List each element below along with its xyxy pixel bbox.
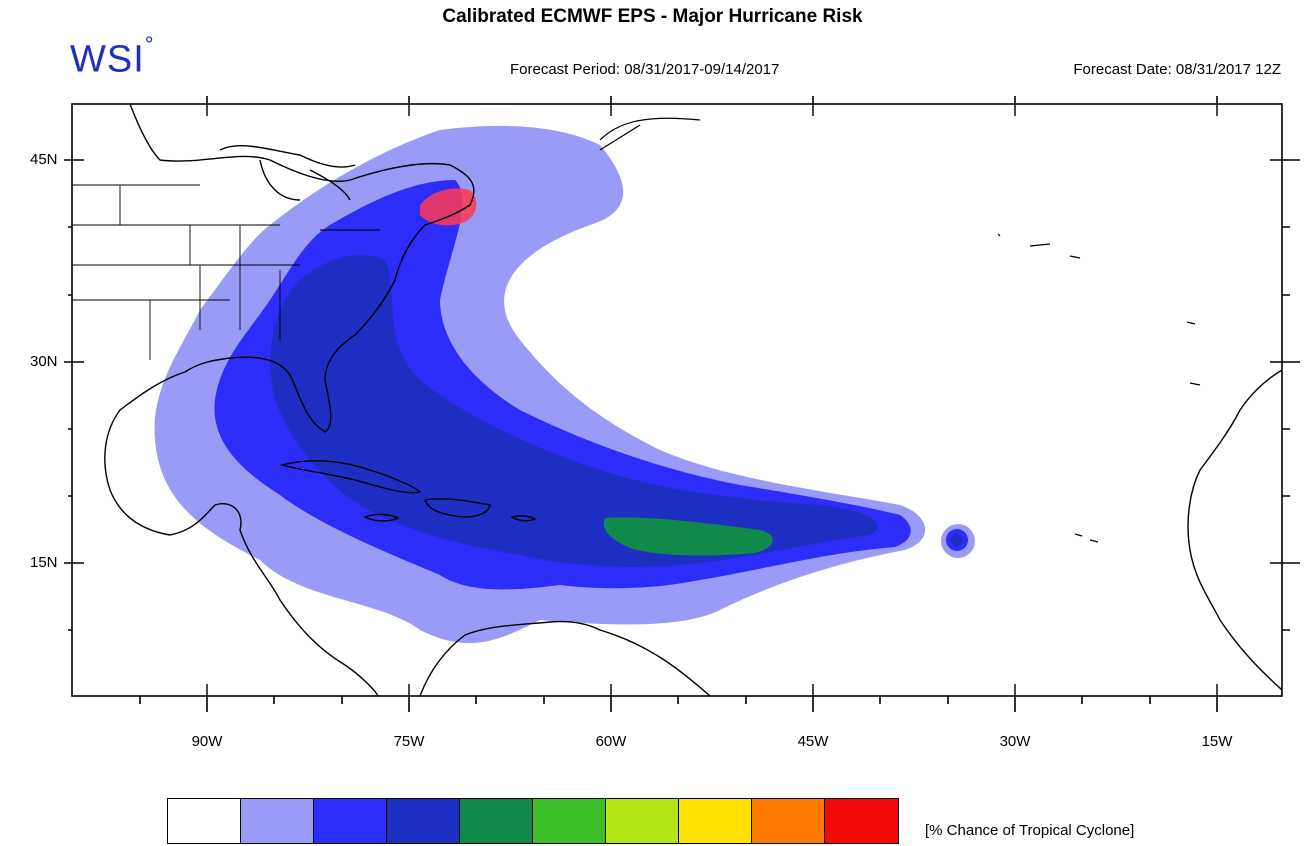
forecast-date: Forecast Date: 08/31/2017 12Z — [1073, 61, 1281, 78]
africa-coast — [1187, 369, 1282, 691]
lon-label-15w: 15W — [1201, 733, 1233, 750]
us-state-lines — [72, 184, 380, 360]
legend-swatch-3 — [387, 799, 460, 843]
risk-spot-east-inner — [951, 534, 963, 546]
risk-zone-north — [420, 188, 477, 226]
lon-label-60w: 60W — [595, 733, 627, 750]
cuba — [279, 460, 422, 494]
lon-label-75w: 75W — [393, 733, 425, 750]
puerto-rico — [510, 515, 537, 522]
lon-label-30w: 30W — [999, 733, 1031, 750]
great-lakes — [219, 145, 356, 201]
wsi-logo: WSI° — [70, 32, 155, 82]
legend-swatch-4 — [460, 799, 533, 843]
risk-zone-green — [603, 517, 773, 556]
legend-swatch-0 — [168, 799, 241, 843]
south-america-coast — [419, 620, 711, 696]
outer-ticks — [64, 96, 1300, 712]
legend-label: [% Chance of Tropical Cyclone] — [925, 822, 1135, 839]
coastlines — [72, 104, 1282, 696]
color-legend — [167, 798, 899, 844]
map-title: Calibrated ECMWF EPS - Major Hurricane R… — [442, 6, 863, 27]
jamaica — [363, 513, 400, 522]
lon-label-45w: 45W — [797, 733, 829, 750]
logo-text: WSI — [70, 38, 145, 81]
hispaniola — [424, 498, 491, 518]
legend-swatch-2 — [314, 799, 387, 843]
axis-ticks — [72, 104, 1282, 696]
logo-mark: ° — [144, 32, 155, 57]
lat-label-15n: 15N — [30, 554, 58, 571]
legend-swatch-9 — [825, 799, 898, 843]
forecast-period: Forecast Period: 08/31/2017-09/14/2017 — [510, 61, 780, 78]
legend-swatch-5 — [533, 799, 606, 843]
lon-label-90w: 90W — [191, 733, 223, 750]
lat-label-30n: 30N — [30, 353, 58, 370]
map-frame — [71, 103, 1283, 697]
legend-swatch-7 — [679, 799, 752, 843]
lat-label-45n: 45N — [30, 151, 58, 168]
atlantic-islands — [599, 117, 1201, 543]
legend-swatch-1 — [241, 799, 314, 843]
legend-swatch-6 — [606, 799, 679, 843]
map-content — [72, 104, 1282, 696]
north-america-coast — [104, 104, 475, 696]
risk-zone-medium — [270, 255, 878, 567]
legend-swatch-8 — [752, 799, 825, 843]
